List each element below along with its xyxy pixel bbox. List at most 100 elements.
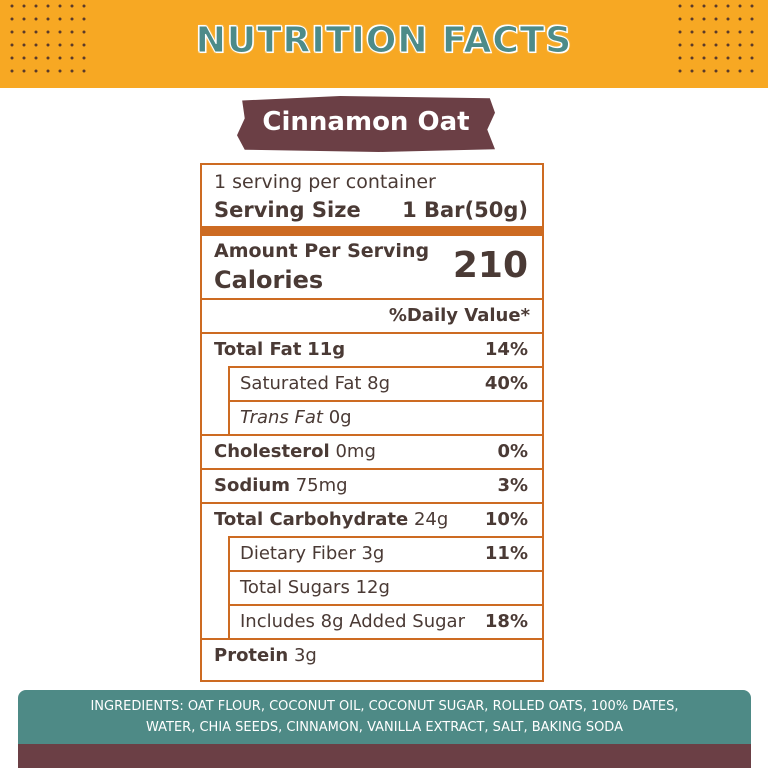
serving-size-label: Serving Size [214,198,361,222]
dot [46,69,50,73]
dot [34,56,38,60]
indent-rule [228,604,230,638]
dot [726,69,730,73]
nutrient-name: Saturated Fat [240,373,362,394]
dot [10,56,14,60]
dot [10,43,14,47]
nutrient-row: Includes 8g Added Sugar [240,611,465,632]
dot [714,4,718,8]
dot [750,69,754,73]
nutrient-amount: 11g [307,339,346,360]
dot [738,30,742,34]
dot [46,43,50,47]
dot [82,30,86,34]
dot [70,56,74,60]
dot [34,43,38,47]
dot [70,43,74,47]
dot [46,56,50,60]
nutrient-amount: 75mg [295,475,348,496]
dot [702,17,706,21]
dot [70,69,74,73]
dot [690,56,694,60]
indent-rule [228,536,230,570]
dot [690,4,694,8]
rule [202,298,542,300]
daily-value-header: %Daily Value* [388,305,530,326]
daily-value: 11% [484,543,528,564]
dot [22,43,26,47]
nutrient-name: Cholesterol [214,441,330,462]
dot [10,30,14,34]
calories-label: Calories [214,266,324,294]
dot [34,4,38,8]
dot [10,69,14,73]
dot [678,56,682,60]
nutrient-name: Protein [214,645,289,666]
dot [726,30,730,34]
dot [34,30,38,34]
dot [714,69,718,73]
dot [726,56,730,60]
dot [738,56,742,60]
dot [714,17,718,21]
dot [58,69,62,73]
dot [82,43,86,47]
dot [750,4,754,8]
dot [690,69,694,73]
ingredients-line: INGREDIENTS: OAT FLOUR, COCONUT OIL, COC… [90,699,679,714]
dot [678,17,682,21]
daily-value: 3% [497,475,528,496]
rule [228,400,542,402]
indent-rule [228,366,230,400]
rule [228,536,542,538]
rule [228,570,542,572]
dot [738,43,742,47]
ingredients-line: WATER, CHIA SEEDS, CINNAMON, VANILLA EXT… [145,720,623,735]
nutrient-row: Saturated Fat 8g [240,373,390,394]
dot [70,30,74,34]
rule [202,502,542,504]
daily-value: 40% [484,373,528,394]
nutrient-name: Includes 8g Added Sugar [240,611,465,632]
dot [70,4,74,8]
nutrition-label: 1 serving per container Serving Size 1 B… [200,163,544,682]
dot [70,17,74,21]
rule [202,332,542,334]
dot [34,69,38,73]
dot [702,43,706,47]
dot [58,4,62,8]
dot [750,56,754,60]
dot [726,17,730,21]
dot [702,69,706,73]
nutrient-amount: 8g [367,373,391,394]
nutrient-row: Total Sugars 12g [240,577,390,598]
nutrient-amount: 3g [361,543,385,564]
indent-rule [228,400,230,434]
dot [82,17,86,21]
dot [58,56,62,60]
dot [726,43,730,47]
dot [750,17,754,21]
dot [82,4,86,8]
dot [690,17,694,21]
dot [714,43,718,47]
dot [22,4,26,8]
dot [82,56,86,60]
nutrient-amount: 0mg [335,441,376,462]
dot [738,17,742,21]
dot [702,30,706,34]
daily-value: 10% [484,509,528,530]
nutrient-row: Total Fat 11g [214,339,345,360]
dot [22,17,26,21]
nutrient-row: Trans Fat 0g [240,407,352,428]
footer-band [18,744,751,768]
nutrient-row: Cholesterol 0mg [214,441,376,462]
dot [702,56,706,60]
ingredients: INGREDIENTS: OAT FLOUR, COCONUT OIL, COC… [18,690,751,744]
nutrient-name: Sodium [214,475,290,496]
dot [58,43,62,47]
daily-value: 0% [497,441,528,462]
serving-size: 1 Bar(50g) [402,198,528,222]
nutrient-row: Total Carbohydrate 24g [214,509,448,530]
dot [750,30,754,34]
